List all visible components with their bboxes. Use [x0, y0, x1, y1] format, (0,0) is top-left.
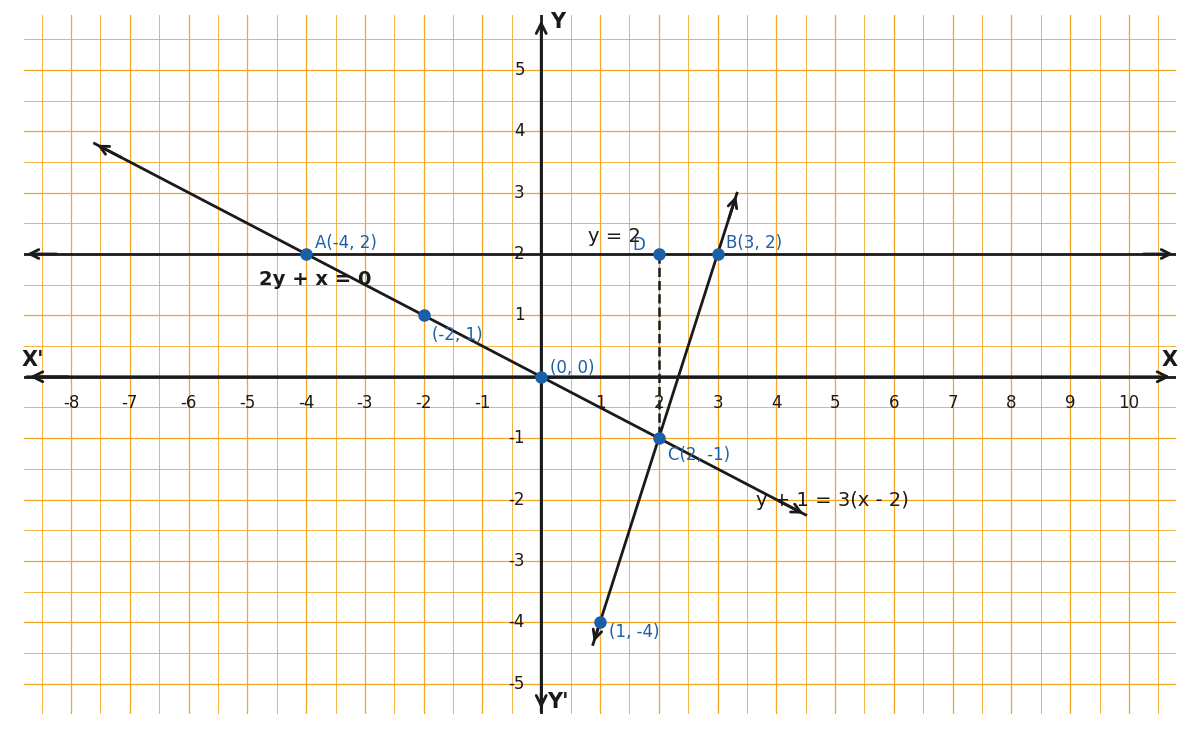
Text: 2: 2	[654, 394, 664, 412]
Text: C(2, -1): C(2, -1)	[667, 446, 730, 464]
Text: 9: 9	[1064, 394, 1075, 412]
Text: -7: -7	[121, 394, 138, 412]
Text: (0, 0): (0, 0)	[550, 359, 594, 377]
Text: -6: -6	[180, 394, 197, 412]
Text: 3: 3	[514, 184, 524, 202]
Text: 4: 4	[772, 394, 781, 412]
Text: -2: -2	[509, 491, 524, 509]
Text: -8: -8	[62, 394, 79, 412]
Text: -1: -1	[474, 394, 491, 412]
Text: X': X'	[22, 350, 44, 370]
Text: A(-4, 2): A(-4, 2)	[314, 234, 377, 252]
Text: 5: 5	[830, 394, 840, 412]
Text: 3: 3	[713, 394, 722, 412]
Text: -4: -4	[509, 613, 524, 631]
Text: (1, -4): (1, -4)	[608, 623, 659, 641]
Text: 1: 1	[595, 394, 605, 412]
Text: -5: -5	[509, 675, 524, 693]
Text: -5: -5	[239, 394, 256, 412]
Text: 5: 5	[515, 61, 524, 79]
Text: (-2, 1): (-2, 1)	[432, 326, 484, 344]
Text: -2: -2	[415, 394, 432, 412]
Text: -3: -3	[356, 394, 373, 412]
Text: 8: 8	[1006, 394, 1016, 412]
Text: Y: Y	[550, 12, 565, 32]
Text: 1: 1	[514, 306, 524, 324]
Text: 2: 2	[514, 245, 524, 263]
Text: -3: -3	[509, 552, 524, 570]
Text: y + 1 = 3(x - 2): y + 1 = 3(x - 2)	[756, 491, 908, 510]
Text: Y': Y'	[547, 692, 569, 712]
Text: 10: 10	[1118, 394, 1140, 412]
Text: D: D	[632, 235, 646, 254]
Text: 2y + x = 0: 2y + x = 0	[259, 270, 372, 289]
Text: X: X	[1162, 350, 1178, 370]
Text: 4: 4	[515, 122, 524, 140]
Text: y = 2: y = 2	[588, 227, 641, 246]
Text: -4: -4	[298, 394, 314, 412]
Text: B(3, 2): B(3, 2)	[726, 234, 782, 252]
Text: 6: 6	[889, 394, 899, 412]
Text: 7: 7	[948, 394, 958, 412]
Text: -1: -1	[509, 429, 524, 447]
